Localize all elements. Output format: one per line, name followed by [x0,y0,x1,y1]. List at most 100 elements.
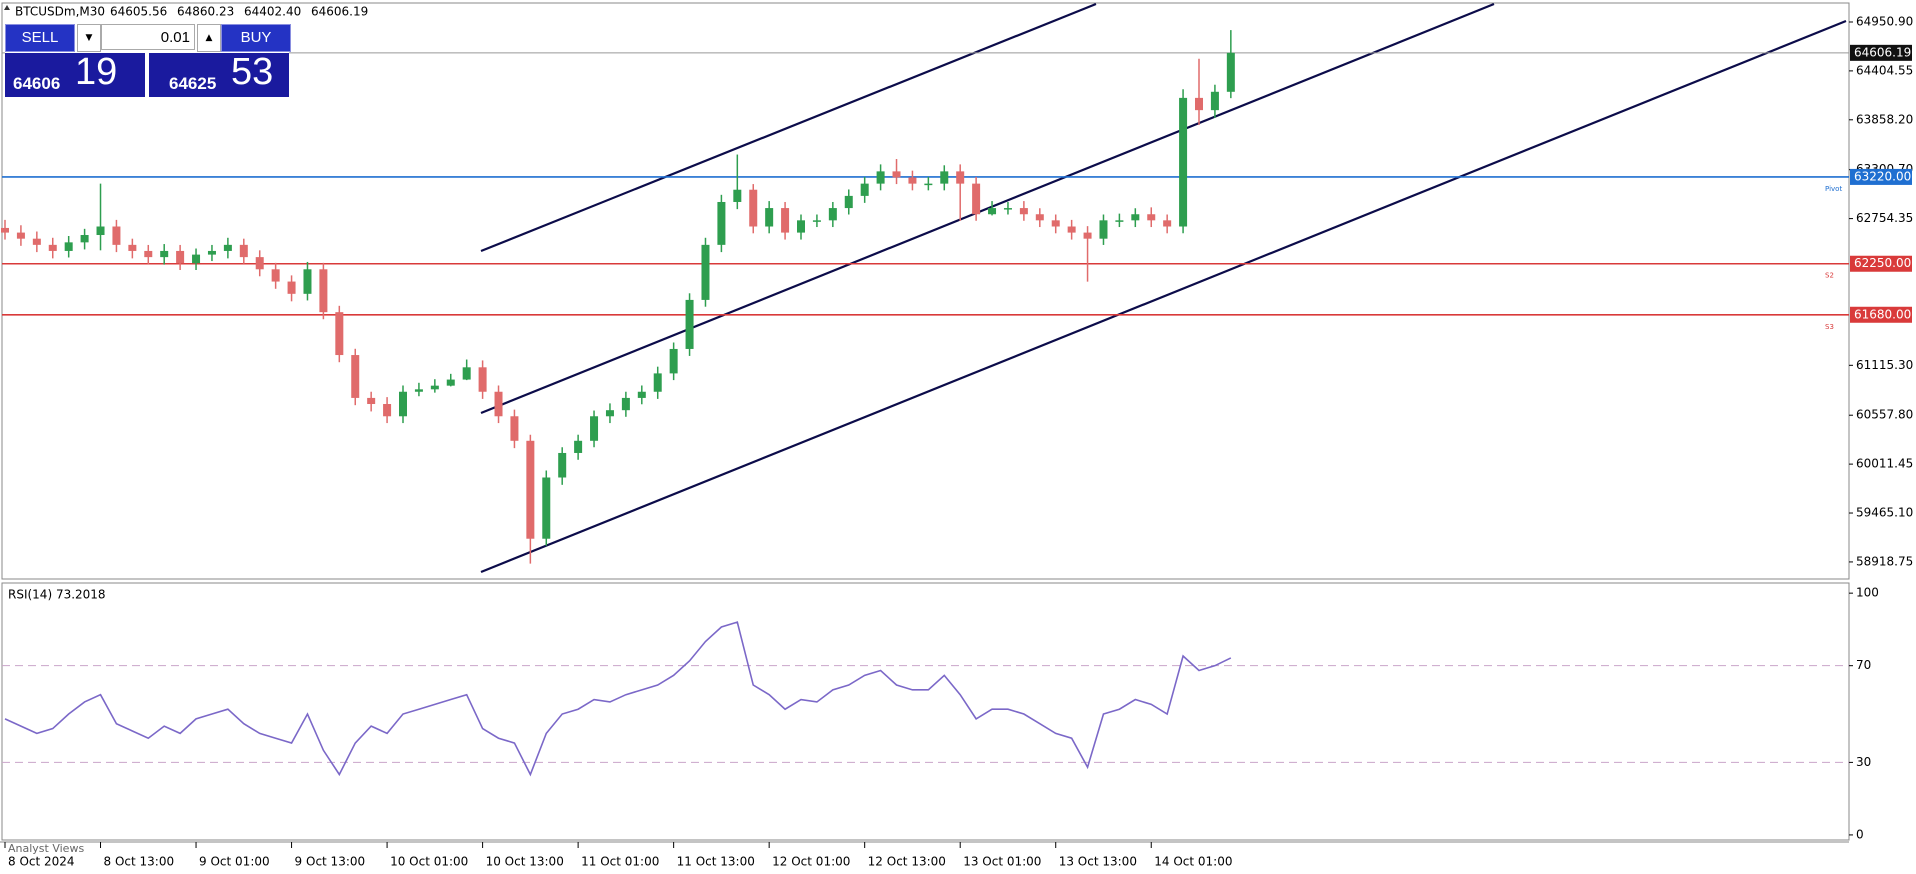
bid-pips: 19 [75,51,118,93]
y-tick-label: 62754.35 [1856,211,1913,225]
footer-tab[interactable]: Analyst Views [8,842,84,855]
rsi-tick-label: 30 [1856,755,1871,769]
candle-body [590,416,599,441]
bid-box[interactable] [5,53,145,97]
x-tick-label: 11 Oct 01:00 [581,855,659,869]
candle-body [940,171,949,184]
candle-body [526,440,535,539]
lot-down[interactable]: ▼ [77,24,101,52]
level-name: Pivot [1825,185,1842,193]
candle-body [223,244,232,251]
candle-body [32,238,41,245]
candle-body [669,348,678,374]
candle-body [239,244,248,258]
rsi-tick-label: 70 [1856,658,1871,672]
candle-body [112,226,121,245]
candle-body [844,195,853,209]
x-tick-label: 9 Oct 13:00 [295,855,366,869]
candle-body [255,257,264,270]
x-tick-label: 13 Oct 13:00 [1059,855,1137,869]
x-tick-label: 10 Oct 13:00 [486,855,564,869]
x-tick-label: 12 Oct 01:00 [772,855,850,869]
buy-button[interactable]: BUY [221,24,291,52]
lot-up[interactable]: ▲ [197,24,221,52]
x-tick-label: 9 Oct 01:00 [199,855,270,869]
candle-body [176,250,185,264]
candle-body [653,373,662,392]
y-tick-label: 60011.45 [1856,457,1913,471]
y-tick-label: 61115.30 [1856,358,1913,372]
candle-body [1083,232,1092,239]
candle-body [781,208,790,233]
trade-panel: SELL ▼ 0.01 ▲ BUY 64606 19 64625 53 [5,24,291,97]
quote-high: 64860.23 [177,5,234,19]
x-tick-label: 8 Oct 13:00 [104,855,175,869]
quote-low: 64402.40 [244,5,301,19]
level-tag [1850,306,1912,323]
candle-body [828,208,837,221]
candle-body [335,312,344,356]
symbol: BTCUSDm,M30 [15,5,105,19]
ask-box[interactable] [149,53,289,97]
candle-body [701,244,710,300]
candle-body [510,416,519,441]
lot-input[interactable]: 0.01 [101,24,195,50]
candle-body [287,281,296,294]
candle-body [733,189,742,202]
candle-body [1115,220,1124,222]
rsi-tick-label: 0 [1856,827,1864,841]
y-tick-label: 58918.75 [1856,554,1913,568]
y-tick-label: 60557.80 [1856,408,1913,422]
candle-body [1163,220,1172,227]
y-tick-label: 64950.90 [1856,14,1913,28]
rsi-line [4,621,1232,777]
candle-body [574,440,583,453]
candle-body [383,404,392,417]
candle-body [207,250,216,255]
candle-body [303,269,312,294]
candle-body [924,183,933,186]
sell-button[interactable]: SELL [5,24,75,52]
level-tag [1850,255,1912,272]
level-tag [1850,168,1912,185]
level-label: 63220.00 [1854,169,1911,183]
candle-body [972,183,981,215]
candle-body [605,410,614,417]
price-tag [1850,44,1912,61]
x-tick-label: 12 Oct 13:00 [868,855,946,869]
collapse-icon[interactable] [4,5,10,10]
level-name: S3 [1825,323,1834,331]
candle-body [144,250,153,258]
candle-body [749,189,758,227]
candle-body [96,226,105,236]
candle-body [621,397,630,411]
level-label: 61680.00 [1854,307,1911,321]
candle-body [1,227,9,233]
candle-body [414,389,423,392]
candle-body [399,391,407,417]
candle-body [797,220,805,233]
candle-body [1147,214,1156,221]
rsi-title: RSI(14) 73.2018 [8,588,106,602]
candle-body [717,201,726,245]
candle-body [367,397,376,405]
candle-body [128,244,137,251]
candle-body [319,269,328,313]
quote-close: 64606.19 [311,5,368,19]
candle-body [430,385,439,390]
x-tick-label: 13 Oct 01:00 [963,855,1041,869]
candle-body [80,235,89,243]
candle-body [685,299,694,349]
candle-body [765,208,774,227]
candle-body [542,477,551,539]
price-label: 64606.19 [1854,45,1911,59]
level-name: S2 [1825,272,1834,280]
candle-body [446,379,455,386]
candle-body [1131,214,1140,221]
candle-body [462,367,471,380]
candle-body [956,171,965,184]
candle-body [1035,214,1044,221]
candle-body [64,242,73,251]
